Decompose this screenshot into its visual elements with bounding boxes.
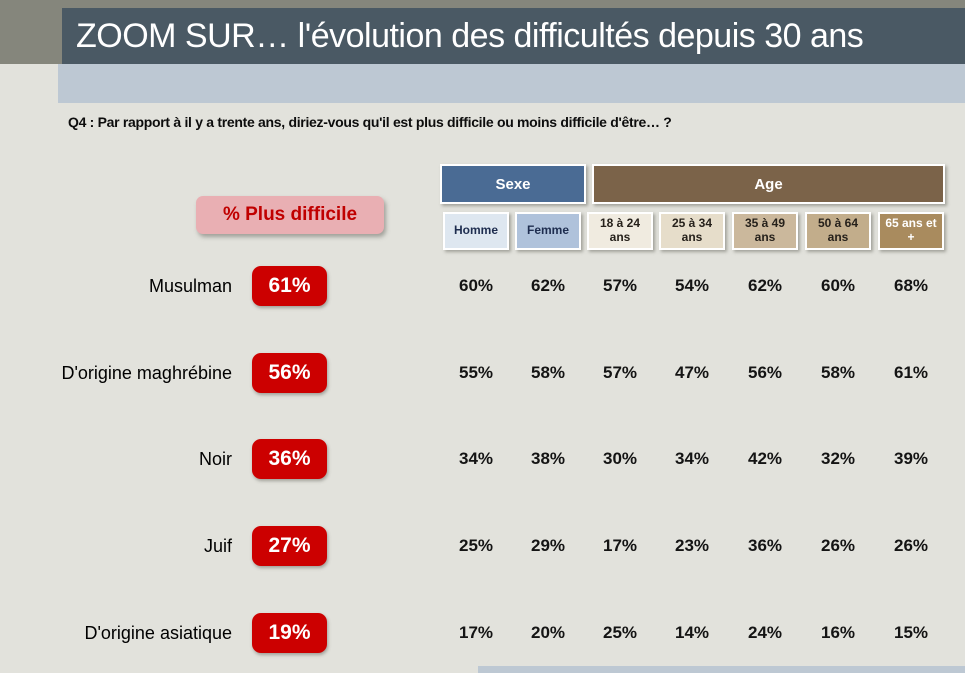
table-cell: 25% — [602, 623, 638, 642]
row-total-badge: 27% — [252, 526, 327, 566]
column-group-header: Age — [592, 164, 945, 204]
column-header: 65 ans et + — [878, 212, 944, 250]
column-header: Femme — [515, 212, 581, 250]
table-cell: 57% — [602, 363, 638, 382]
table-cell: 14% — [674, 623, 710, 642]
table-cell: 29% — [530, 536, 566, 555]
table-cell: 55% — [458, 363, 494, 382]
row-label: Musulman — [148, 276, 232, 296]
table-cell: 36% — [747, 536, 783, 555]
row-total-badge: 36% — [252, 439, 327, 479]
row-total-badge: 61% — [252, 266, 327, 306]
table-cell: 56% — [747, 363, 783, 382]
row-total-badge: 56% — [252, 353, 327, 393]
table-cell: 61% — [893, 363, 929, 382]
table-cell: 60% — [820, 276, 856, 295]
table-cell: 47% — [674, 363, 710, 382]
table-cell: 24% — [747, 623, 783, 642]
table-cell: 17% — [458, 623, 494, 642]
table-cell: 26% — [893, 536, 929, 555]
metric-label: % Plus difficile — [222, 204, 358, 225]
row-label: Juif — [203, 536, 232, 556]
table-cell: 34% — [674, 449, 710, 468]
column-header: 35 à 49 ans — [732, 212, 798, 250]
table-cell: 17% — [602, 536, 638, 555]
table-cell: 16% — [820, 623, 856, 642]
table-cell: 25% — [458, 536, 494, 555]
table-cell: 60% — [458, 276, 494, 295]
table-cell: 62% — [747, 276, 783, 295]
row-label: D'origine maghrébine — [61, 363, 232, 383]
row-total-badge: 19% — [252, 613, 327, 653]
bottom-strip — [478, 666, 965, 673]
table-cell: 57% — [602, 276, 638, 295]
row-label: Noir — [198, 449, 232, 469]
title-bar: ZOOM SUR… l'évolution des difficultés de… — [62, 8, 965, 64]
question-text: Q4 : Par rapport à il y a trente ans, di… — [68, 114, 672, 130]
column-group-header: Sexe — [440, 164, 586, 204]
table-cell: 32% — [820, 449, 856, 468]
table-cell: 42% — [747, 449, 783, 468]
table-cell: 26% — [820, 536, 856, 555]
row-label: D'origine asiatique — [84, 623, 232, 643]
table-cell: 58% — [820, 363, 856, 382]
subtitle-strip — [58, 64, 965, 103]
column-header: Homme — [443, 212, 509, 250]
metric-label-badge: % Plus difficile — [196, 196, 384, 234]
table-cell: 54% — [674, 276, 710, 295]
table-cell: 68% — [893, 276, 929, 295]
table-cell: 30% — [602, 449, 638, 468]
table-cell: 58% — [530, 363, 566, 382]
table-cell: 62% — [530, 276, 566, 295]
table-cell: 34% — [458, 449, 494, 468]
column-header: 50 à 64 ans — [805, 212, 871, 250]
table-cell: 39% — [893, 449, 929, 468]
page-title: ZOOM SUR… l'évolution des difficultés de… — [76, 16, 864, 55]
table-cell: 23% — [674, 536, 710, 555]
table-cell: 38% — [530, 449, 566, 468]
column-header: 18 à 24 ans — [587, 212, 653, 250]
table-cell: 15% — [893, 623, 929, 642]
column-header: 25 à 34 ans — [659, 212, 725, 250]
table-cell: 20% — [530, 623, 566, 642]
